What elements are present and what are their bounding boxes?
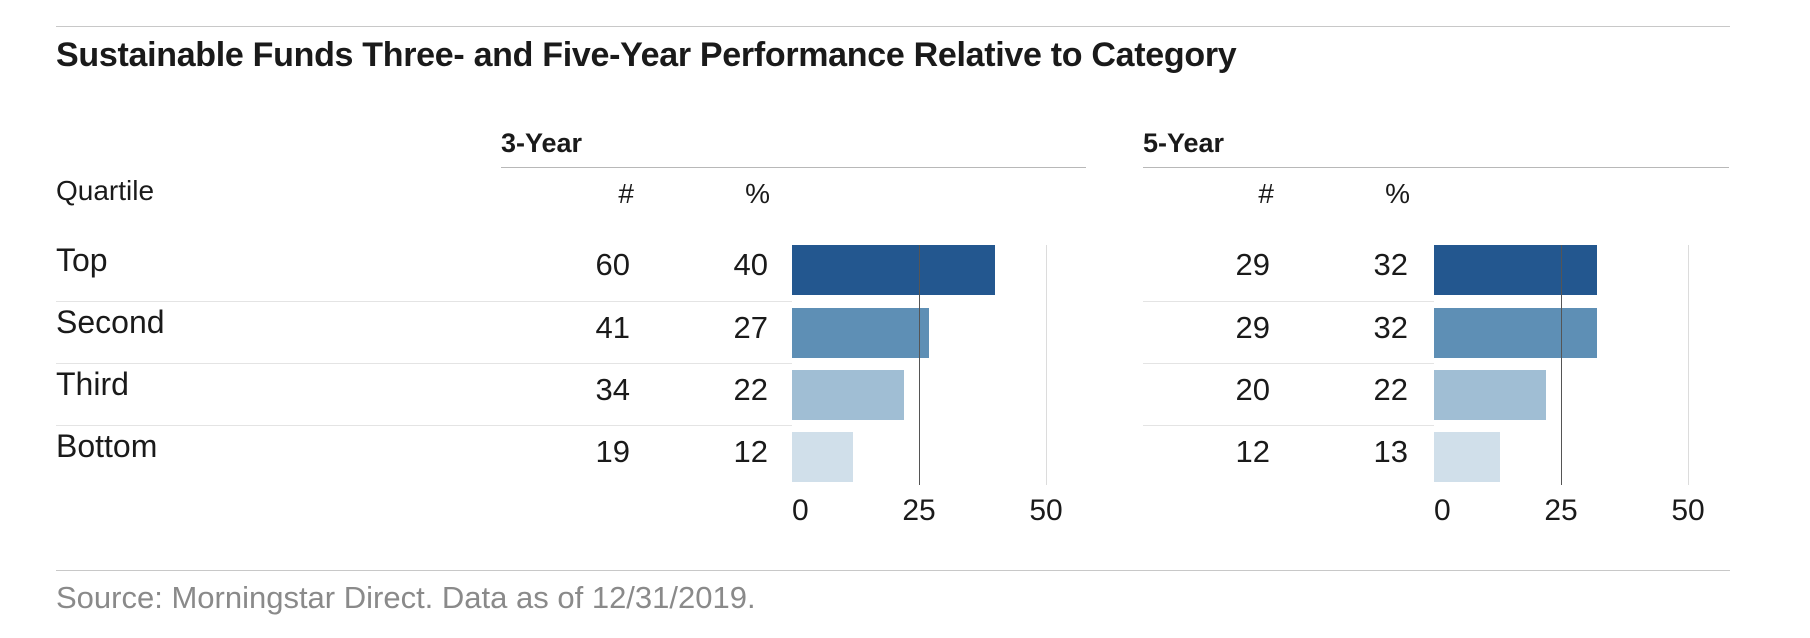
count-header-3-year: # [618, 178, 634, 209]
percent-cell-5-year-bottom: 13 [1373, 434, 1408, 469]
count-cell-3-year-third: 34 [595, 372, 630, 407]
x-tick-3-year-50: 50 [1029, 494, 1063, 527]
percent-cell-5-year-top: 32 [1373, 247, 1408, 282]
count-header-5-year: # [1258, 178, 1274, 209]
quartile-header: Quartile [56, 175, 155, 206]
bar-3-year-third [792, 370, 904, 420]
percent-cell-3-year-second: 27 [733, 310, 768, 345]
bottom-rule [56, 570, 1730, 571]
count-cell-3-year-second: 41 [595, 310, 630, 345]
row-separator [1143, 301, 1434, 302]
row-separator [1143, 363, 1434, 364]
row-label-second: Second [56, 304, 165, 340]
count-cell-3-year-top: 60 [595, 247, 630, 282]
panel-title-3-year: 3-Year [501, 128, 583, 158]
row-separator [56, 301, 792, 302]
percent-header-3-year: % [745, 178, 770, 209]
bar-5-year-second [1434, 308, 1597, 358]
count-cell-5-year-third: 20 [1235, 372, 1270, 407]
x-tick-5-year-0: 0 [1434, 494, 1451, 527]
row-label-bottom: Bottom [56, 428, 158, 464]
count-cell-5-year-second: 29 [1235, 310, 1270, 345]
bar-3-year-top [792, 245, 996, 295]
x-tick-3-year-25: 25 [902, 494, 936, 527]
percent-cell-3-year-bottom: 12 [733, 434, 768, 469]
row-separator [1143, 425, 1434, 426]
source-note: Source: Morningstar Direct. Data as of 1… [56, 580, 756, 615]
row-separator [56, 363, 792, 364]
percent-cell-5-year-third: 22 [1373, 372, 1408, 407]
panel-rule-5-year [1143, 167, 1729, 168]
count-cell-3-year-bottom: 19 [595, 434, 630, 469]
count-cell-5-year-bottom: 12 [1235, 434, 1270, 469]
reference-line-5-year [1561, 245, 1562, 485]
count-cell-5-year-top: 29 [1235, 247, 1270, 282]
x-tick-3-year-0: 0 [792, 494, 809, 527]
panel-title-5-year: 5-Year [1143, 128, 1225, 158]
bar-3-year-second [792, 308, 930, 358]
row-label-top: Top [56, 242, 108, 278]
x-tick-5-year-50: 50 [1671, 494, 1705, 527]
bar-5-year-bottom [1434, 432, 1501, 482]
percent-header-5-year: % [1385, 178, 1410, 209]
percent-cell-3-year-top: 40 [733, 247, 768, 282]
percent-cell-3-year-third: 22 [733, 372, 768, 407]
percent-cell-5-year-second: 32 [1373, 310, 1408, 345]
row-separator [56, 425, 792, 426]
top-rule [56, 26, 1730, 27]
bar-3-year-bottom [792, 432, 853, 482]
bar-5-year-top [1434, 245, 1597, 295]
panel-rule-3-year [501, 167, 1086, 168]
bar-5-year-third [1434, 370, 1546, 420]
gridline-3-year [1046, 245, 1047, 485]
x-tick-5-year-25: 25 [1544, 494, 1578, 527]
chart-title: Sustainable Funds Three- and Five-Year P… [56, 36, 1237, 74]
gridline-5-year [1688, 245, 1689, 485]
row-label-third: Third [56, 366, 129, 402]
reference-line-3-year [919, 245, 920, 485]
